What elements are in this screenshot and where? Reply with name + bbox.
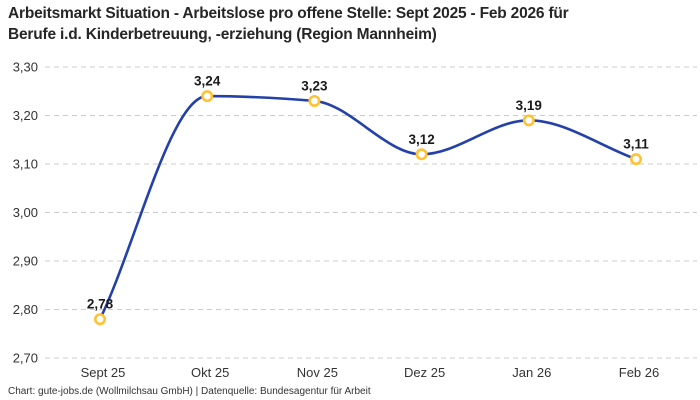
series-line [98,94,638,321]
chart-attribution: Chart: gute-jobs.de (Wollmilchsau GmbH) … [8,386,371,397]
data-point-label: 3,12 [408,132,434,147]
data-point-marker [522,114,535,127]
line-chart: 3,30 3,20 3,10 3,00 2,90 2,80 2,70 Sept 25 Okt 2… [13,60,697,380]
y-tick-label: 2,70 [13,351,38,366]
data-point-marker [629,153,642,166]
data-point-label: 3,19 [516,98,542,113]
data-point-label: 3,23 [301,78,328,93]
x-tick-label: Nov 25 [297,365,338,380]
data-point-marker [308,94,321,107]
x-tick-label: Dez 25 [404,365,445,380]
y-tick-label: 3,00 [13,205,38,220]
y-tick-label: 3,20 [13,108,38,123]
data-point-marker [94,313,107,326]
data-point-label: 3,11 [623,137,649,152]
y-tick-label: 2,80 [13,302,38,317]
data-point-label: 2,78 [87,297,114,312]
data-point-label: 3,24 [194,74,221,89]
x-tick-label: Feb 26 [619,365,659,380]
chart-title: Arbeitsmarkt Situation - Arbeitslose pro… [8,5,569,43]
data-point-marker [415,148,428,161]
y-tick-label: 2,90 [13,254,38,269]
data-point-marker [201,90,214,103]
x-tick-label: Jan 26 [512,365,551,380]
x-tick-label: Sept 25 [81,365,126,380]
y-tick-label: 3,30 [13,60,38,75]
x-tick-label: Okt 25 [191,365,229,380]
y-tick-label: 3,10 [13,157,38,172]
